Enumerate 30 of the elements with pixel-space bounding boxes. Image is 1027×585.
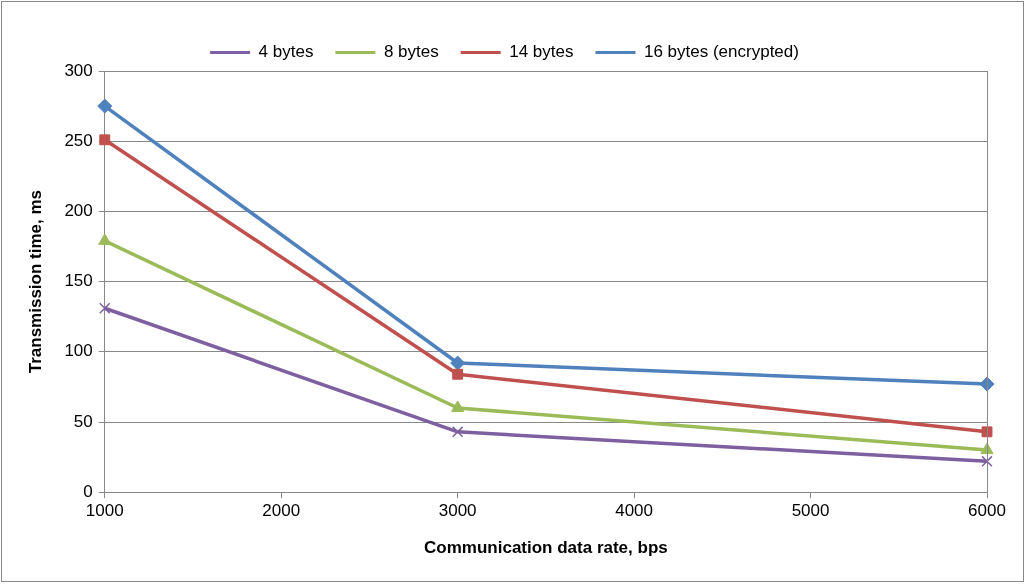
x-tick-label: 6000 (968, 501, 1006, 521)
y-tick-label: 250 (64, 130, 93, 150)
y-tick-label: 50 (73, 411, 93, 431)
y-tick-label: 300 (64, 60, 93, 80)
x-tick-label: 5000 (791, 501, 830, 521)
x-tick-label: 4000 (615, 501, 654, 521)
legend-label: 4 bytes (258, 42, 314, 62)
y-tick-label: 0 (83, 481, 93, 501)
legend-label: 8 bytes (383, 42, 439, 62)
y-axis-title: Transmission time, ms (25, 189, 45, 374)
point (99, 134, 111, 146)
y-tick-label: 100 (64, 341, 93, 361)
legend-label: 16 bytes (encrypted) (643, 42, 799, 62)
x-tick-label: 3000 (438, 501, 477, 521)
point (980, 442, 994, 455)
point (98, 233, 112, 245)
legend-label: 14 bytes (509, 42, 574, 62)
y-tick-label: 150 (64, 271, 93, 291)
point (99, 302, 111, 314)
x-tick-label: 2000 (262, 501, 301, 521)
point (450, 355, 466, 371)
point (451, 400, 465, 412)
point (452, 368, 464, 380)
x-axis-title: Communication data rate, bps (424, 538, 668, 558)
y-tick-label: 200 (64, 201, 93, 221)
x-tick-label: 1000 (85, 501, 124, 521)
point (97, 98, 113, 114)
point (981, 426, 993, 438)
point (981, 455, 993, 468)
point (451, 426, 464, 438)
